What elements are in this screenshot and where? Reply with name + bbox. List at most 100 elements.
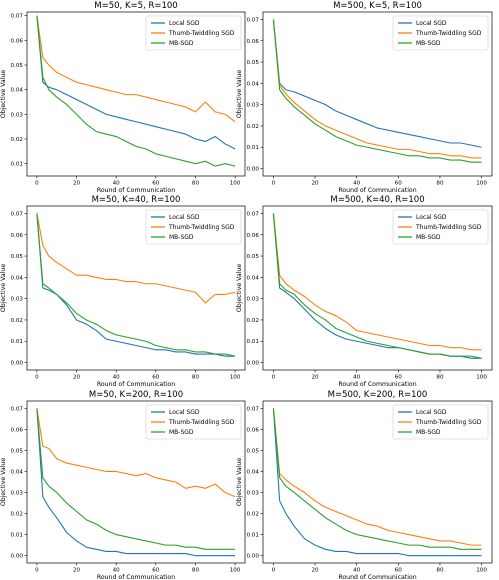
legend-label: MB-SGD bbox=[169, 40, 194, 47]
y-tick-label: 0.06 bbox=[247, 427, 260, 433]
y-tick-label: 0.05 bbox=[11, 63, 24, 69]
y-axis-label: Objective Value bbox=[0, 264, 7, 312]
legend-label: MB-SGD bbox=[416, 429, 441, 436]
y-tick-label: 0.07 bbox=[247, 211, 260, 217]
y-tick-label: 0.03 bbox=[247, 297, 260, 303]
y-tick-label: 0.01 bbox=[11, 162, 24, 168]
legend-box bbox=[392, 209, 489, 245]
y-tick-label: 0.06 bbox=[11, 233, 24, 239]
legend-label: Local SGD bbox=[169, 214, 200, 221]
legend-box bbox=[392, 404, 489, 440]
x-tick-label: 40 bbox=[113, 181, 121, 187]
y-tick-label: 0.07 bbox=[247, 17, 260, 23]
chart-panel-6: M=500, K=200, R=100 0 20 40 60 80 100 0.00 0.01 0… bbox=[236, 390, 493, 580]
x-axis-label: Round of Communication bbox=[97, 574, 175, 580]
chart-panel-3: M=50, K=40, R=100 0 20 40 60 80 100 0.00 0.01 0.0… bbox=[0, 195, 246, 388]
legend-label: Local SGD bbox=[416, 409, 447, 416]
series-line-mb-sgd bbox=[272, 19, 482, 163]
x-tick-label: 60 bbox=[152, 375, 160, 381]
legend-label: Local SGD bbox=[416, 214, 447, 221]
legend-box bbox=[145, 209, 242, 245]
x-tick-label: 40 bbox=[353, 568, 361, 574]
plot-frame bbox=[262, 400, 493, 564]
x-tick-label: 20 bbox=[73, 181, 81, 187]
legend-label: MB-SGD bbox=[416, 234, 441, 241]
legend-box bbox=[392, 15, 489, 51]
x-tick-label: 60 bbox=[152, 181, 160, 187]
x-tick-label: 100 bbox=[230, 568, 241, 574]
x-tick-label: 20 bbox=[311, 375, 319, 381]
chart-panel-4: M=500, K=40, R=100 0 20 40 60 80 100 0.00 0.01 0.… bbox=[236, 195, 493, 388]
series-line-thumb-twiddling-sgd bbox=[272, 19, 482, 159]
y-tick-label: 0.02 bbox=[247, 124, 259, 130]
y-axis-label: Objective Value bbox=[0, 458, 7, 506]
y-tick-label: 0.01 bbox=[11, 533, 24, 539]
y-tick-label: 0.02 bbox=[11, 512, 23, 518]
x-tick-label: 20 bbox=[73, 568, 81, 574]
y-tick-label: 0.04 bbox=[247, 81, 260, 87]
chart-title: M=500, K=200, R=100 bbox=[328, 390, 428, 400]
legend-label: Thumb-Twiddling SGD bbox=[415, 419, 482, 426]
y-tick-label: 0.00 bbox=[247, 361, 260, 367]
plot-frame bbox=[262, 11, 493, 177]
x-tick-label: 100 bbox=[476, 375, 487, 381]
series-line-local-sgd bbox=[272, 408, 482, 557]
chart-title: M=50, K=200, R=100 bbox=[89, 390, 183, 400]
y-axis-label: Objective Value bbox=[236, 70, 243, 118]
y-tick-label: 0.05 bbox=[247, 448, 260, 454]
legend-label: MB-SGD bbox=[169, 429, 194, 436]
plot-frame bbox=[26, 400, 246, 564]
series-line-thumb-twiddling-sgd bbox=[36, 408, 236, 498]
x-axis-label: Round of Communication bbox=[338, 381, 416, 388]
x-axis-label: Round of Communication bbox=[338, 187, 416, 194]
x-axis-label: Round of Communication bbox=[338, 574, 416, 580]
x-tick-label: 0 bbox=[35, 375, 39, 381]
y-tick-label: 0.05 bbox=[11, 448, 24, 454]
series-line-mb-sgd bbox=[272, 213, 482, 359]
x-tick-label: 60 bbox=[395, 568, 403, 574]
y-tick-label: 0.06 bbox=[11, 427, 24, 433]
x-tick-label: 40 bbox=[353, 181, 361, 187]
plot-frame bbox=[26, 205, 246, 371]
y-tick-label: 0.03 bbox=[247, 103, 260, 109]
x-tick-label: 100 bbox=[230, 181, 241, 187]
y-tick-label: 0.05 bbox=[247, 60, 260, 66]
x-tick-label: 20 bbox=[73, 375, 81, 381]
y-tick-label: 0.03 bbox=[11, 491, 24, 497]
plot-frame bbox=[26, 11, 246, 177]
series-line-mb-sgd bbox=[36, 408, 236, 550]
y-tick-label: 0.01 bbox=[247, 145, 260, 151]
chart-title: M=500, K=5, R=100 bbox=[333, 1, 422, 11]
x-tick-label: 80 bbox=[192, 568, 200, 574]
x-tick-label: 20 bbox=[311, 181, 319, 187]
y-tick-label: 0.05 bbox=[247, 254, 260, 260]
chart-title: M=500, K=40, R=100 bbox=[330, 195, 424, 205]
y-tick-label: 0.05 bbox=[11, 254, 24, 260]
series-line-mb-sgd bbox=[272, 408, 482, 550]
series-line-thumb-twiddling-sgd bbox=[272, 213, 482, 351]
y-tick-label: 0.07 bbox=[11, 211, 24, 217]
y-tick-label: 0.04 bbox=[247, 275, 260, 281]
legend-label: MB-SGD bbox=[416, 40, 441, 47]
y-tick-label: 0.04 bbox=[247, 469, 260, 475]
x-tick-label: 100 bbox=[476, 181, 487, 187]
y-tick-label: 0.07 bbox=[11, 406, 24, 412]
y-tick-label: 0.03 bbox=[11, 297, 24, 303]
x-axis-label: Round of Communication bbox=[97, 381, 175, 388]
legend-label: Thumb-Twiddling SGD bbox=[415, 224, 482, 231]
x-tick-label: 80 bbox=[192, 375, 200, 381]
legend-label: Thumb-Twiddling SGD bbox=[168, 224, 235, 231]
chart-title: M=50, K=40, R=100 bbox=[92, 195, 181, 205]
y-tick-label: 0.03 bbox=[247, 491, 260, 497]
x-tick-label: 20 bbox=[311, 568, 319, 574]
chart-panel-1: M=50, K=5, R=100 0 20 40 60 80 100 0.01 0.02 0.03… bbox=[0, 1, 246, 194]
x-tick-label: 80 bbox=[436, 568, 444, 574]
y-tick-label: 0.06 bbox=[11, 38, 24, 44]
x-tick-label: 60 bbox=[395, 375, 403, 381]
y-tick-label: 0.01 bbox=[247, 339, 260, 345]
y-tick-label: 0.02 bbox=[247, 318, 259, 324]
x-tick-label: 0 bbox=[272, 375, 276, 381]
series-line-local-sgd bbox=[36, 213, 236, 357]
x-tick-label: 80 bbox=[192, 181, 200, 187]
